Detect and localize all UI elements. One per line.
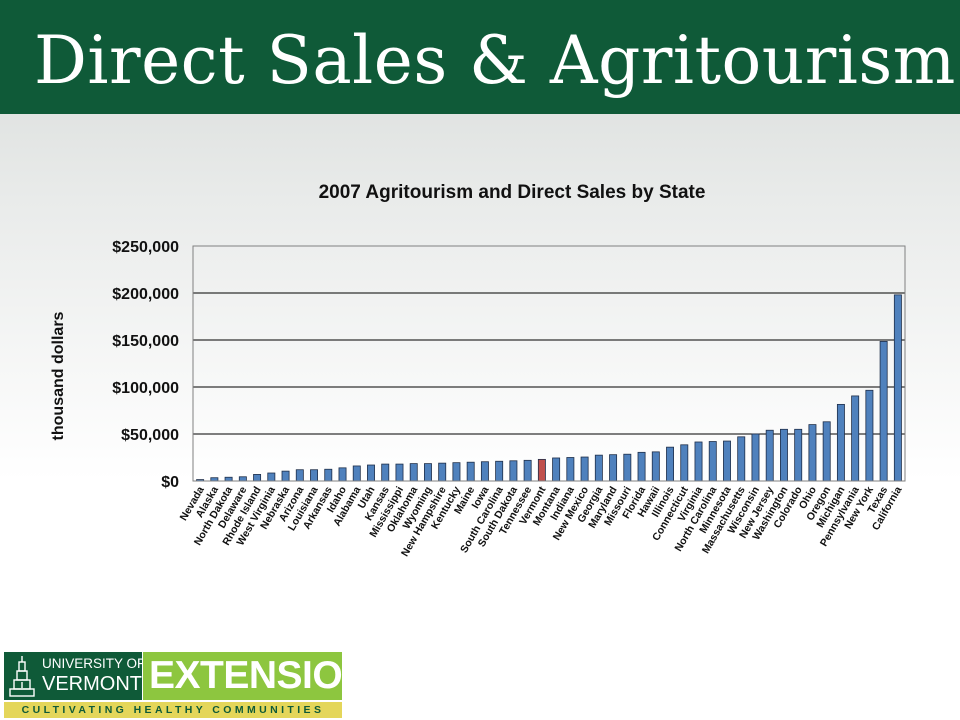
bar-minnesota [723, 440, 731, 482]
logo-vermont-text: VERMONT [42, 673, 142, 695]
bar-ohio [808, 424, 817, 482]
bar-missouri [623, 453, 632, 482]
y-tick-label: $200,000 [112, 286, 179, 303]
bar-kansas [381, 463, 390, 482]
bar-north-carolina [708, 441, 717, 482]
bar-maryland [609, 454, 618, 482]
y-tick-label: $150,000 [112, 333, 179, 350]
bar-nebraska [281, 470, 290, 482]
bar-delaware [238, 476, 247, 482]
logo-tagline-strip: CULTIVATING HEALTHY COMMUNITIES [4, 702, 342, 718]
bar-hawaii [651, 451, 660, 482]
title-bar: Direct Sales & Agritourism [0, 0, 960, 114]
bar-south-dakota [509, 460, 518, 482]
logo-university-text: UNIVERSITY OF [42, 656, 146, 671]
bar-massachusetts [737, 436, 746, 482]
bar-utah [367, 464, 375, 482]
bar-kentucky [452, 462, 461, 482]
bar-georgia [594, 454, 603, 482]
bar-alabama [352, 465, 361, 482]
y-tick-label: $100,000 [112, 380, 179, 397]
logo-tagline: CULTIVATING HEALTHY COMMUNITIES [21, 704, 325, 716]
bar-new-jersey [765, 429, 774, 482]
bar-tennessee [523, 459, 532, 482]
bar-pennsylvania [851, 395, 860, 482]
bar-connecticut [680, 444, 689, 482]
chart-title: 2007 Agritourism and Direct Sales by Sta… [319, 182, 706, 203]
bar-florida [637, 451, 646, 482]
bar-oklahoma [409, 463, 418, 482]
slide-title: Direct Sales & Agritourism [34, 22, 956, 99]
bar-washington [780, 428, 788, 482]
bar-texas [879, 341, 888, 482]
bar-louisiana [310, 469, 319, 482]
bar-new-mexico [580, 456, 589, 482]
bar-arkansas [324, 468, 333, 482]
y-axis-label: thousand dollars [50, 311, 67, 440]
bar-north-dakota [224, 476, 233, 482]
bar-west-virginia [267, 472, 276, 482]
bar-mississippi [395, 463, 404, 482]
tower-icon [9, 656, 35, 697]
y-tick-label: $250,000 [112, 239, 179, 256]
bar-oregon [822, 421, 831, 482]
bar-iowa [480, 461, 489, 482]
bar-arizona [295, 469, 304, 482]
logo-extension-text: EXTENSION [149, 654, 370, 697]
bar-virginia [694, 441, 703, 482]
bars [196, 294, 902, 482]
plot-area-border [192, 245, 906, 482]
bar-vermont [537, 458, 546, 482]
bar-wyoming [423, 463, 432, 482]
bar-wisconsin [751, 433, 760, 482]
bar-south-carolina [495, 460, 504, 482]
logo-extension-panel: EXTENSION [143, 652, 370, 700]
bar-indiana [566, 457, 575, 482]
logo-university-panel: UNIVERSITY OF VERMONT [4, 652, 146, 700]
bar-montana [552, 457, 561, 482]
bar-colorado [794, 428, 803, 482]
bar-illinois [666, 446, 674, 482]
bar-california [893, 294, 902, 482]
bar-new-york [865, 389, 874, 482]
bar-maine [466, 461, 475, 482]
bar-michigan [836, 403, 845, 482]
y-tick-label: $50,000 [121, 427, 179, 444]
y-tick-label: $0 [161, 474, 179, 491]
y-tick-labels: $0 $50,000 $100,000 $150,000 $200,000 $250,00… [112, 239, 179, 491]
grid-lines [193, 245, 905, 435]
uvm-extension-logo: UNIVERSITY OF VERMONT EXTENSION CULTIVAT… [4, 652, 370, 718]
bar-idaho [338, 467, 347, 482]
bar-rhode-island [253, 474, 262, 482]
bar-new-hampshire [438, 462, 447, 482]
bar-chart: 2007 Agritourism and Direct Sales by Sta… [50, 182, 906, 559]
